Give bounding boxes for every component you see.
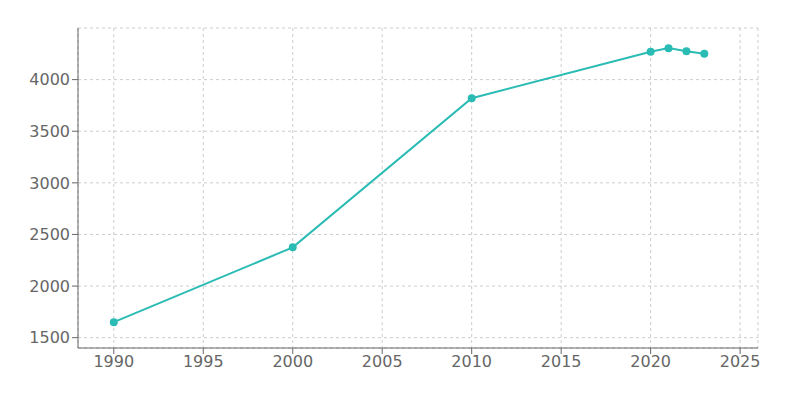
svg-text:3000: 3000: [29, 174, 70, 193]
svg-text:1995: 1995: [183, 352, 224, 371]
svg-text:1990: 1990: [93, 352, 134, 371]
svg-text:3500: 3500: [29, 122, 70, 141]
svg-text:2020: 2020: [630, 352, 671, 371]
svg-text:2000: 2000: [272, 352, 313, 371]
svg-text:1500: 1500: [29, 328, 70, 347]
svg-text:2000: 2000: [29, 277, 70, 296]
svg-text:2015: 2015: [541, 352, 582, 371]
svg-text:2025: 2025: [720, 352, 761, 371]
svg-text:2010: 2010: [451, 352, 492, 371]
svg-text:4000: 4000: [29, 70, 70, 89]
svg-text:2005: 2005: [362, 352, 403, 371]
svg-text:2500: 2500: [29, 225, 70, 244]
